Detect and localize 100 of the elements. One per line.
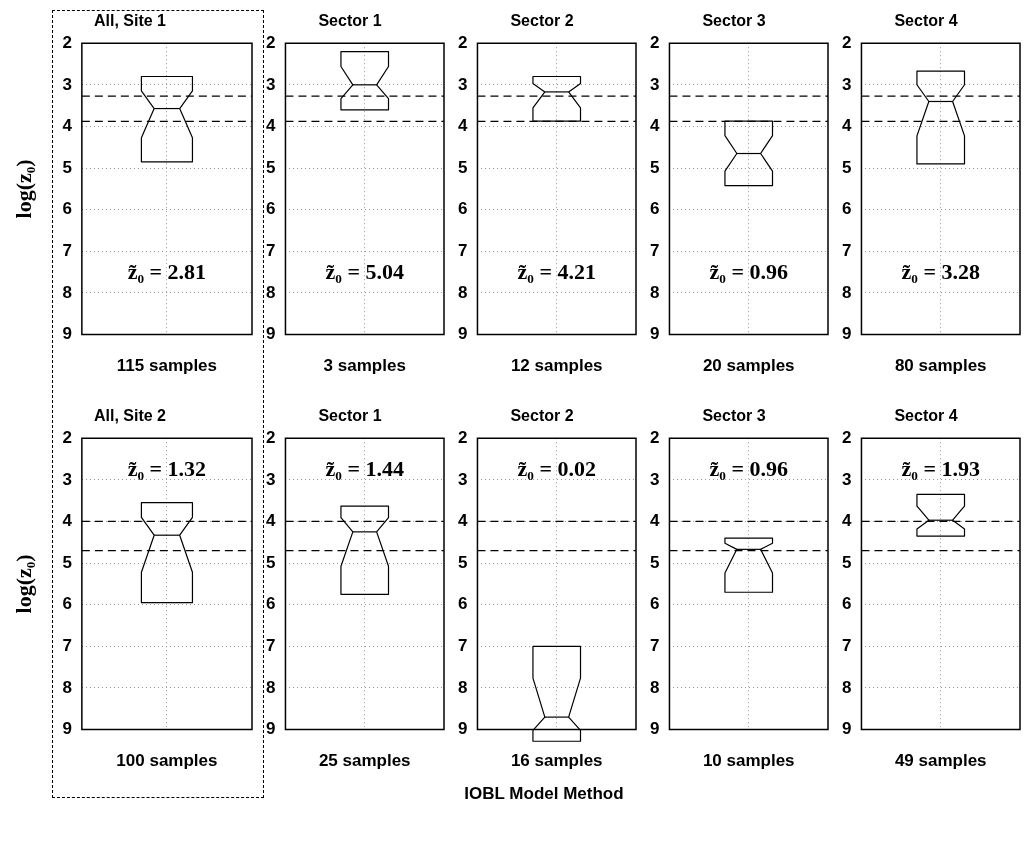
x-axis-title: 20 samples xyxy=(702,356,795,376)
y-tick-label: 7 xyxy=(841,636,852,656)
y-tick-label: 2 xyxy=(265,32,276,52)
y-tick-label: 9 xyxy=(841,324,852,344)
chart-title: Sector 4 xyxy=(894,12,958,30)
y-tick-label: 2 xyxy=(841,427,852,447)
y-tick-label: 4 xyxy=(649,116,660,136)
y-tick-label: 8 xyxy=(457,677,468,697)
y-tick-label: 9 xyxy=(841,719,852,739)
x-axis-title: 3 samples xyxy=(323,356,406,376)
y-tick-label: 3 xyxy=(62,469,72,489)
y-tick-label: 4 xyxy=(457,116,468,136)
chart-title: Sector 2 xyxy=(510,12,574,30)
y-tick-label: 9 xyxy=(649,719,660,739)
y-tick-label: 6 xyxy=(841,594,852,614)
y-tick-label: 6 xyxy=(62,594,72,614)
y-tick-label: 7 xyxy=(457,241,468,261)
y-tick-label: 3 xyxy=(265,469,276,489)
y-tick-label: 7 xyxy=(62,636,72,656)
chart-title: All, Site 2 xyxy=(93,407,167,425)
y-tick-label: 7 xyxy=(62,241,72,261)
y-tick-label: 3 xyxy=(62,74,72,94)
y-tick-label: 2 xyxy=(62,427,72,447)
y-tick-label: 6 xyxy=(265,199,276,219)
y-tick-label: 5 xyxy=(841,157,852,177)
y-tick-label: 2 xyxy=(265,427,276,447)
y-tick-label: 7 xyxy=(265,241,276,261)
chart-title: All, Site 1 xyxy=(93,12,167,30)
x-axis-title: 16 samples xyxy=(510,751,603,771)
chart-title: Sector 1 xyxy=(318,12,382,30)
x-axis-title: 10 samples xyxy=(702,751,795,771)
y-tick-label: 8 xyxy=(457,282,468,302)
y-tick-label: 6 xyxy=(62,199,72,219)
y-tick-label: 8 xyxy=(841,282,852,302)
y-tick-label: 2 xyxy=(457,427,468,447)
y-tick-label: 8 xyxy=(649,677,660,697)
y-tick-label: 6 xyxy=(457,594,468,614)
y-tick-label: 4 xyxy=(841,511,852,531)
y-tick-label: 7 xyxy=(457,636,468,656)
y-tick-label: 6 xyxy=(841,199,852,219)
y-tick-label: 9 xyxy=(457,324,468,344)
y-tick-label: 5 xyxy=(62,157,72,177)
y-tick-label: 3 xyxy=(841,74,852,94)
y-tick-label: 6 xyxy=(457,199,468,219)
chart-title: Sector 2 xyxy=(510,407,574,425)
y-tick-label: 6 xyxy=(649,199,660,219)
annotation: z̃₀ = 0.96 xyxy=(709,455,788,481)
y-tick-label: 4 xyxy=(265,116,276,136)
y-tick-label: 9 xyxy=(62,324,72,344)
y-tick-label: 2 xyxy=(649,427,660,447)
annotation: z̃₀ = 1.32 xyxy=(127,455,207,481)
y-tick-label: 2 xyxy=(457,32,468,52)
y-tick-label: 4 xyxy=(265,511,276,531)
y-tick-label: 6 xyxy=(265,594,276,614)
text: IOBL Model Method xyxy=(463,784,625,804)
y-tick-label: 9 xyxy=(265,719,276,739)
annotation: z̃₀ = 5.04 xyxy=(325,259,404,285)
y-tick-label: 5 xyxy=(265,157,276,177)
y-tick-label: 8 xyxy=(62,677,72,697)
y-tick-label: 5 xyxy=(457,157,468,177)
x-axis-title: 12 samples xyxy=(510,356,603,376)
y-tick-label: 3 xyxy=(457,469,468,489)
annotation: z̃₀ = 0.96 xyxy=(709,259,788,285)
y-tick-label: 3 xyxy=(265,74,276,94)
x-axis-title: 49 samples xyxy=(894,751,987,771)
y-tick-label: 3 xyxy=(649,469,660,489)
y-tick-label: 9 xyxy=(265,324,276,344)
x-axis-title: 25 samples xyxy=(318,751,411,771)
y-tick-label: 2 xyxy=(841,32,852,52)
y-tick-label: 3 xyxy=(841,469,852,489)
annotation: z̃₀ = 0.02 xyxy=(517,455,596,481)
annotation: z̃₀ = 1.44 xyxy=(325,455,404,481)
y-tick-label: 9 xyxy=(62,719,72,739)
annotation: z̃₀ = 4.21 xyxy=(517,259,596,285)
y-tick-label: 5 xyxy=(457,552,468,572)
y-tick-label: 8 xyxy=(649,282,660,302)
y-tick-label: 9 xyxy=(457,719,468,739)
y-tick-label: 7 xyxy=(649,636,660,656)
y-tick-label: 7 xyxy=(649,241,660,261)
y-tick-label: 4 xyxy=(649,511,660,531)
y-tick-label: 8 xyxy=(265,282,276,302)
y-tick-label: 9 xyxy=(649,324,660,344)
y-tick-label: 2 xyxy=(649,32,660,52)
y-tick-label: 5 xyxy=(649,157,660,177)
chart-title: Sector 1 xyxy=(318,407,382,425)
y-axis-title: log(z₀) xyxy=(10,554,36,614)
y-tick-label: 2 xyxy=(62,32,72,52)
chart-title: Sector 3 xyxy=(702,407,766,425)
y-tick-label: 5 xyxy=(62,552,72,572)
y-tick-label: 3 xyxy=(457,74,468,94)
y-tick-label: 4 xyxy=(457,511,468,531)
y-tick-label: 3 xyxy=(649,74,660,94)
y-tick-label: 6 xyxy=(649,594,660,614)
y-tick-label: 8 xyxy=(841,677,852,697)
y-tick-label: 4 xyxy=(62,511,73,531)
x-axis-title: 80 samples xyxy=(894,356,987,376)
chart-title: Sector 4 xyxy=(894,407,958,425)
y-tick-label: 5 xyxy=(649,552,660,572)
x-axis-title: 100 samples xyxy=(116,751,218,771)
y-tick-label: 8 xyxy=(62,282,72,302)
